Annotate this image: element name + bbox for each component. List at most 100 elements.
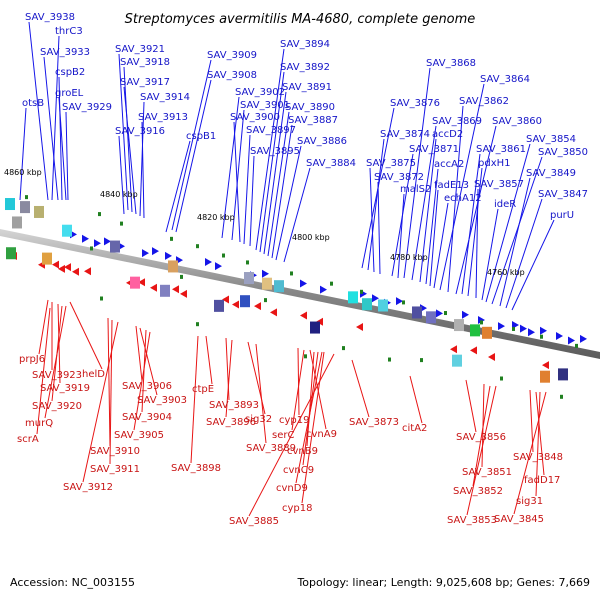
reverse-gene-arrow bbox=[542, 361, 549, 370]
connector-line bbox=[231, 109, 245, 241]
connector-line bbox=[123, 86, 137, 215]
gene-label: SAV_3873 bbox=[349, 417, 399, 428]
marker bbox=[420, 358, 423, 363]
feature-block bbox=[540, 370, 550, 383]
genome-summary-text: Topology: linear; Length: 9,025,608 bp; … bbox=[296, 576, 590, 589]
gene-label: SAV_3887 bbox=[288, 115, 338, 126]
connector-line bbox=[225, 339, 233, 418]
reverse-gene-arrow bbox=[64, 263, 71, 272]
forward-gene-arrow bbox=[372, 294, 379, 303]
gene-label: cspB1 bbox=[186, 131, 216, 142]
gene-label: thrC3 bbox=[55, 26, 83, 37]
gene-label: SAV_3891 bbox=[282, 82, 332, 93]
connector-line bbox=[141, 121, 145, 219]
feature-block bbox=[426, 311, 436, 324]
gene-label: pdxH1 bbox=[478, 158, 511, 169]
connector-line bbox=[403, 67, 431, 279]
connector-line bbox=[472, 385, 491, 487]
gene-label: SAV_3905 bbox=[114, 430, 164, 441]
marker bbox=[402, 300, 405, 305]
connector-line bbox=[271, 124, 293, 259]
gene-label: SAV_3854 bbox=[526, 134, 576, 145]
gene-label: SAV_3920 bbox=[32, 401, 82, 412]
gene-label: SAV_3909 bbox=[207, 50, 257, 61]
marker bbox=[500, 376, 503, 381]
connector-line bbox=[36, 307, 51, 435]
gene-label: ideR bbox=[494, 199, 516, 210]
connector-line bbox=[429, 189, 439, 287]
gene-label: SAV_3875 bbox=[366, 158, 416, 169]
feature-block bbox=[130, 276, 140, 289]
marker bbox=[342, 346, 345, 351]
gene-label: SAV_3913 bbox=[138, 112, 188, 123]
connector-line bbox=[425, 168, 439, 285]
connector-line bbox=[255, 343, 267, 444]
marker bbox=[388, 357, 391, 362]
connector-line bbox=[505, 198, 543, 309]
connector-line bbox=[123, 66, 133, 213]
marker bbox=[180, 274, 183, 279]
connector-line bbox=[447, 105, 464, 293]
reverse-gene-arrow bbox=[72, 267, 79, 276]
connector-line bbox=[38, 299, 49, 355]
feature-block bbox=[362, 298, 372, 311]
marker bbox=[100, 296, 103, 301]
connector-line bbox=[309, 349, 327, 430]
feature-block bbox=[160, 284, 170, 297]
gene-label: SAV_3850 bbox=[538, 147, 588, 158]
forward-gene-arrow bbox=[300, 279, 307, 288]
gene-label: murQ bbox=[25, 418, 53, 429]
tick-label: 4860 kbp bbox=[4, 168, 42, 177]
connector-line bbox=[139, 327, 158, 396]
feature-block bbox=[454, 319, 464, 332]
forward-gene-arrow bbox=[498, 322, 505, 331]
connector-line bbox=[118, 53, 129, 211]
reverse-gene-arrow bbox=[58, 264, 65, 273]
gene-label: citA2 bbox=[402, 423, 427, 434]
forward-gene-arrow bbox=[262, 269, 269, 278]
connector-line bbox=[301, 351, 325, 504]
reverse-gene-arrow bbox=[470, 346, 477, 355]
reverse-gene-arrow bbox=[222, 295, 229, 304]
reverse-gene-arrow bbox=[150, 283, 157, 292]
connector-line bbox=[248, 353, 335, 517]
gene-label: SAV_3845 bbox=[494, 514, 544, 525]
gene-label: SAV_3860 bbox=[492, 116, 542, 127]
gene-label: cvnC9 bbox=[283, 465, 314, 476]
connector-line bbox=[466, 385, 497, 516]
marker bbox=[330, 281, 333, 286]
forward-gene-arrow bbox=[142, 249, 149, 258]
gene-label: SAV_3864 bbox=[480, 74, 530, 85]
gene-label: otsB bbox=[22, 98, 44, 109]
gene-label: SAV_3856 bbox=[456, 432, 506, 443]
gene-label: SAV_3917 bbox=[120, 77, 170, 88]
connector-line bbox=[465, 379, 477, 433]
reverse-gene-arrow bbox=[270, 308, 277, 317]
connector-line bbox=[82, 321, 119, 483]
feature-block bbox=[214, 299, 224, 312]
reverse-gene-arrow bbox=[172, 285, 179, 294]
gene-label: SAV_3853 bbox=[447, 515, 497, 526]
reverse-gene-arrow bbox=[356, 322, 363, 331]
marker bbox=[512, 326, 515, 331]
gene-label: SAV_3894 bbox=[280, 39, 330, 50]
connector-line bbox=[499, 177, 531, 307]
gene-label: serC bbox=[272, 430, 294, 441]
connector-line bbox=[291, 349, 305, 431]
feature-block bbox=[168, 260, 178, 273]
gene-label: SAV_3874 bbox=[380, 129, 430, 140]
gene-label: cvnA9 bbox=[306, 429, 337, 440]
gene-label: sig32 bbox=[245, 414, 272, 425]
gene-label: cvnB9 bbox=[287, 446, 318, 457]
connector-line bbox=[135, 325, 143, 382]
connector-line bbox=[439, 83, 485, 291]
gene-label: SAV_3938 bbox=[25, 12, 75, 23]
gene-label: SAV_3862 bbox=[459, 96, 509, 107]
gene-label: sig31 bbox=[516, 496, 543, 507]
connector-line bbox=[139, 101, 145, 217]
feature-block bbox=[274, 280, 284, 293]
gene-label: SAV_3872 bbox=[374, 172, 424, 183]
reverse-gene-arrow bbox=[254, 302, 261, 311]
feature-block bbox=[5, 198, 15, 211]
connector-line bbox=[275, 145, 302, 261]
